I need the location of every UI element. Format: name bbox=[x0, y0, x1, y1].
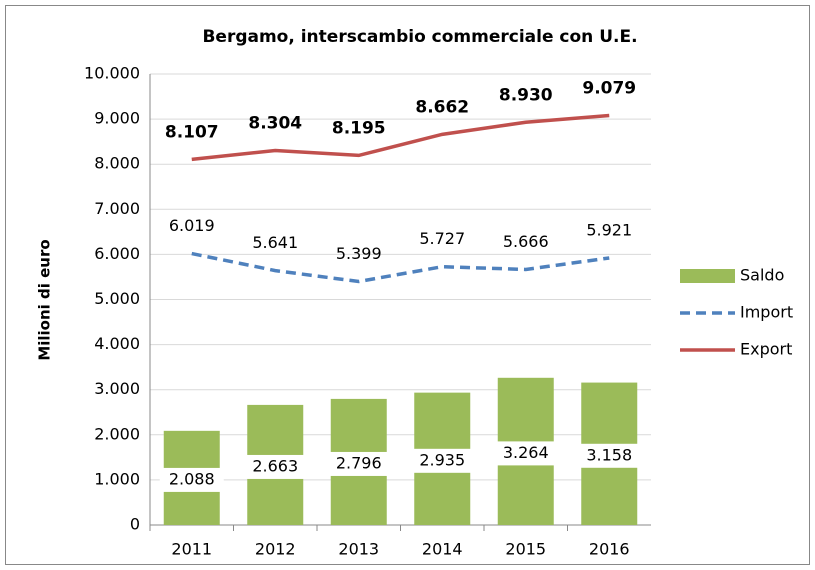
data-label: 3.264 bbox=[503, 443, 549, 462]
data-label: 5.641 bbox=[252, 233, 298, 252]
y-tick-label: 1.000 bbox=[94, 469, 140, 488]
data-label: 5.727 bbox=[419, 229, 465, 248]
data-label: 3.158 bbox=[586, 445, 632, 464]
data-label: 8.195 bbox=[332, 118, 386, 138]
line bbox=[191, 251, 610, 284]
x-tick-label: 2016 bbox=[589, 540, 630, 559]
y-tick-label: 3.000 bbox=[94, 379, 140, 398]
data-label: 5.921 bbox=[586, 220, 632, 239]
data-label: 6.019 bbox=[169, 216, 215, 235]
x-tick-label: 2011 bbox=[171, 540, 212, 559]
y-tick-label: 4.000 bbox=[94, 334, 140, 353]
legend-swatch bbox=[680, 269, 735, 283]
chart-frame bbox=[5, 5, 810, 565]
label-background bbox=[159, 467, 224, 492]
y-tick-label: 7.000 bbox=[94, 199, 140, 218]
y-tick-label: 5.000 bbox=[94, 289, 140, 308]
data-label: 2.935 bbox=[419, 450, 465, 469]
y-tick-label: 10.000 bbox=[84, 64, 140, 83]
y-tick-label: 9.000 bbox=[94, 109, 140, 128]
x-tick-label: 2012 bbox=[255, 540, 296, 559]
chart-title: Bergamo, interscambio commerciale con U.… bbox=[202, 27, 637, 47]
data-label: 8.304 bbox=[248, 113, 302, 133]
data-label: 5.666 bbox=[503, 232, 549, 251]
x-tick-label: 2015 bbox=[505, 540, 546, 559]
data-label: 8.107 bbox=[165, 122, 219, 142]
legend-label: Import bbox=[740, 303, 793, 322]
label-background bbox=[577, 443, 642, 468]
x-tick-label: 2013 bbox=[338, 540, 379, 559]
y-axis-label: Milioni di euro bbox=[36, 239, 54, 360]
label-background bbox=[243, 454, 308, 479]
legend-label: Export bbox=[740, 340, 792, 359]
label-background bbox=[410, 448, 475, 473]
legend-label: Saldo bbox=[740, 266, 784, 285]
data-label: 8.930 bbox=[499, 85, 553, 105]
y-tick-label: 0 bbox=[130, 515, 140, 534]
data-label: 2.796 bbox=[336, 453, 382, 472]
label-background bbox=[326, 451, 391, 476]
line bbox=[191, 113, 610, 162]
data-label: 2.088 bbox=[169, 469, 215, 488]
x-tick-label: 2014 bbox=[422, 540, 463, 559]
y-tick-label: 8.000 bbox=[94, 154, 140, 173]
data-label: 9.079 bbox=[582, 79, 636, 99]
data-label: 2.663 bbox=[252, 456, 298, 475]
data-label: 5.399 bbox=[336, 244, 382, 263]
y-tick-label: 2.000 bbox=[94, 424, 140, 443]
data-label: 8.662 bbox=[415, 97, 469, 117]
label-background bbox=[493, 441, 558, 466]
y-tick-label: 6.000 bbox=[94, 244, 140, 263]
